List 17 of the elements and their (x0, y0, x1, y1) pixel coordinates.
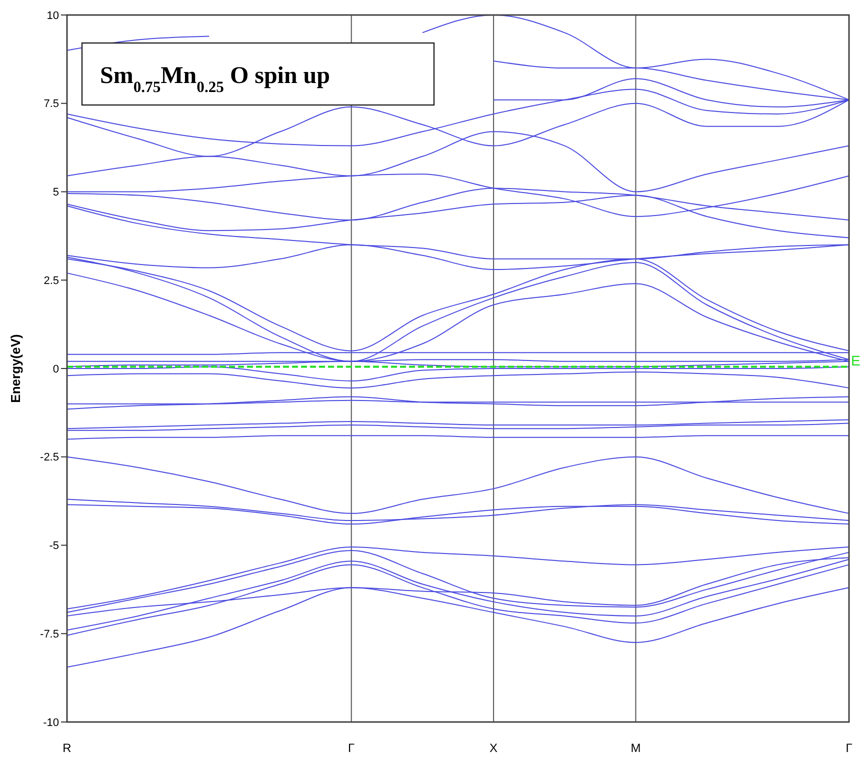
text: Sm$_{0.75}$Mn$_{0.25}$ O spin up (100, 63, 330, 96)
x-tick-label: Γ (348, 741, 356, 755)
y-tick-label: 7.5 (44, 98, 59, 110)
y-tick-label: -7.5 (40, 628, 59, 640)
y-tick-label: -10 (43, 716, 59, 729)
y-tick-label: -2.5 (40, 452, 59, 464)
y-tick-label: 2.5 (44, 274, 59, 287)
y-tick-label: 10 (46, 10, 59, 22)
x-tick-label: R (62, 741, 72, 755)
x-tick-label: Γ (846, 741, 853, 755)
y-tick-label: -5 (49, 540, 59, 552)
y-tick-label: 5 (52, 186, 59, 199)
x-tick-label: X (490, 741, 498, 755)
y-axis-title: Energy(eV) (8, 334, 23, 403)
ref-line-label: E (851, 352, 860, 369)
x-tick-label: M (630, 741, 641, 755)
y-tick-label: 0 (52, 363, 59, 376)
